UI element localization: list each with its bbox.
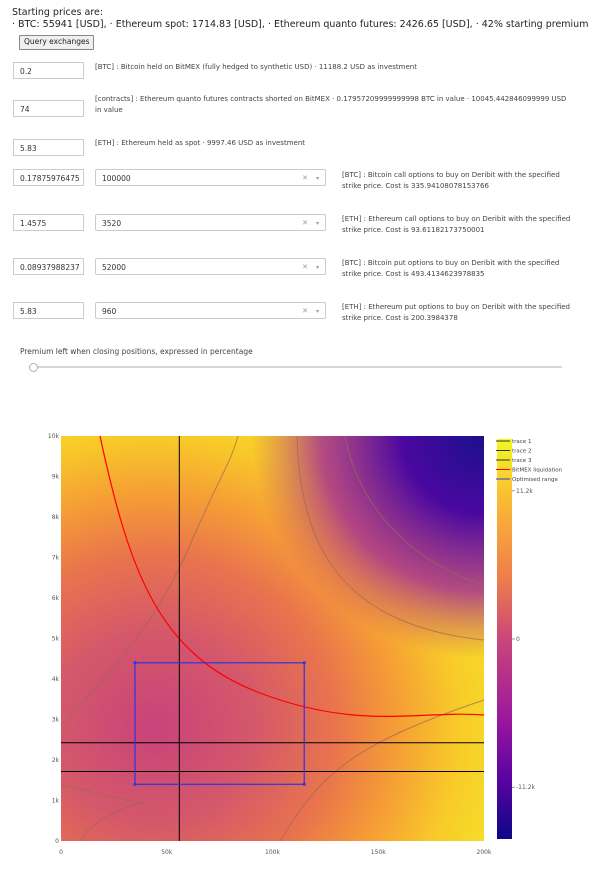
- optimised-range-point: [133, 782, 137, 786]
- heatmap-high-corner: [61, 436, 484, 841]
- contour-line: [60, 435, 239, 726]
- chevron-down-icon[interactable]: ▾: [315, 220, 319, 227]
- y-tick-label: 6k: [52, 595, 60, 602]
- quanto-contracts-input[interactable]: 74: [13, 100, 84, 117]
- legend-item: Optimised range: [512, 477, 558, 483]
- x-tick-label: 200k: [477, 849, 492, 855]
- colorbar: 11.2k 0 -11.2k: [497, 439, 536, 839]
- eth-put-strike-value: 960: [102, 307, 117, 316]
- premium-slider-handle[interactable]: [29, 363, 38, 372]
- colorbar-gradient: [497, 439, 512, 839]
- bitmex-liquidation-line: [99, 435, 485, 717]
- eth-call-desc: [ETH] : Ethereum call options to buy on …: [342, 215, 571, 234]
- chevron-down-icon[interactable]: ▾: [315, 264, 319, 271]
- optimised-range-point: [133, 661, 137, 665]
- eth-held-desc: [ETH] : Ethereum held as spot · 9997.46 …: [95, 139, 306, 147]
- clear-icon[interactable]: ✕: [302, 307, 308, 315]
- btc-call-strike-value: 100000: [102, 174, 131, 183]
- chevron-down-icon[interactable]: ▾: [315, 175, 319, 182]
- premium-slider-label: Premium left when closing positions, exp…: [20, 347, 253, 356]
- y-tick-label: 2k: [52, 757, 60, 764]
- heatmap-plot-area[interactable]: [60, 435, 485, 842]
- legend-item: trace 2: [512, 449, 531, 455]
- y-tick-label: 9k: [52, 474, 60, 481]
- btc-held-input[interactable]: 0.2: [13, 62, 84, 79]
- legend-item: BitMEX liquidation: [512, 468, 563, 474]
- btc-call-strike-select[interactable]: 100000 ✕ ▾: [95, 169, 326, 186]
- btc-call-desc: [BTC] : Bitcoin call options to buy on D…: [342, 171, 560, 190]
- chart-axes: 0 50k 100k 150k 200k 0 1k 2k 3k 4k 5k 6k 7k 8k 9k 10k: [48, 433, 492, 855]
- contour-line: [60, 784, 146, 842]
- chart-legend[interactable]: trace 1 trace 2 trace 3 BitMEX liquidation O…: [496, 439, 563, 483]
- chevron-down-icon[interactable]: ▾: [315, 308, 319, 315]
- eth-put-desc: [ETH] : Ethereum put options to buy on D…: [342, 303, 570, 322]
- legend-item: trace 1: [512, 439, 531, 445]
- colorbar-tick-label: 11.2k: [516, 488, 533, 495]
- optimised-range-box: [134, 662, 305, 785]
- eth-call-strike-value: 3520: [102, 219, 122, 228]
- btc-call-amount-input[interactable]: 0.17875976475: [13, 169, 84, 186]
- quanto-contracts-desc: [contracts] : Ethereum quanto futures co…: [95, 95, 567, 114]
- btc-put-strike-select[interactable]: 52000 ✕ ▾: [95, 258, 326, 275]
- x-tick-label: 0: [59, 849, 63, 855]
- optimised-range-point: [302, 661, 306, 665]
- optimised-range-point: [302, 782, 306, 786]
- query-exchanges-button[interactable]: Query exchanges: [19, 35, 95, 50]
- x-tick-label: 50k: [161, 849, 173, 855]
- colorbar-tick-label: 0: [516, 636, 520, 643]
- btc-put-desc: [BTC] : Bitcoin put options to buy on De…: [342, 259, 560, 278]
- eth-held-input[interactable]: 5.83: [13, 139, 84, 156]
- legend-item: trace 3: [512, 458, 532, 464]
- clear-icon[interactable]: ✕: [302, 174, 308, 182]
- colorbar-tick-label: -11.2k: [516, 784, 536, 791]
- y-tick-label: 3k: [52, 717, 60, 724]
- x-tick-label: 100k: [265, 849, 280, 855]
- header: Starting prices are: · BTC: 55941 [USD],…: [12, 7, 588, 31]
- clear-icon[interactable]: ✕: [302, 219, 308, 227]
- y-tick-label: 7k: [52, 555, 60, 562]
- y-tick-label: 4k: [52, 676, 60, 683]
- y-tick-label: 8k: [52, 514, 60, 521]
- y-tick-label: 5k: [52, 636, 60, 643]
- eth-call-strike-select[interactable]: 3520 ✕ ▾: [95, 214, 326, 231]
- prices-line: · BTC: 55941 [USD], · Ethereum spot: 171…: [12, 19, 589, 30]
- y-tick-label: 1k: [52, 798, 60, 805]
- eth-call-amount-input[interactable]: 1.4575: [13, 214, 84, 231]
- premium-slider-track[interactable]: [30, 366, 562, 368]
- contour-line: [344, 435, 485, 586]
- header-title: Starting prices are:: [12, 7, 104, 18]
- btc-put-strike-value: 52000: [102, 263, 126, 272]
- payoff-heatmap-chart[interactable]: 0 50k 100k 150k 200k 0 1k 2k 3k 4k 5k 6k 7k 8k 9k 10k 1…: [0, 425, 597, 855]
- contour-line: [296, 435, 485, 641]
- eth-put-amount-input[interactable]: 5.83: [13, 302, 84, 319]
- y-tick-label: 10k: [48, 433, 60, 440]
- x-tick-label: 150k: [371, 849, 386, 855]
- btc-held-desc: [BTC] : Bitcoin held on BitMEX (fully he…: [95, 63, 417, 71]
- y-tick-label: 0: [55, 838, 59, 845]
- eth-put-strike-select[interactable]: 960 ✕ ▾: [95, 302, 326, 319]
- contour-line: [279, 699, 485, 842]
- clear-icon[interactable]: ✕: [302, 263, 308, 271]
- btc-put-amount-input[interactable]: 0.08937988237: [13, 258, 84, 275]
